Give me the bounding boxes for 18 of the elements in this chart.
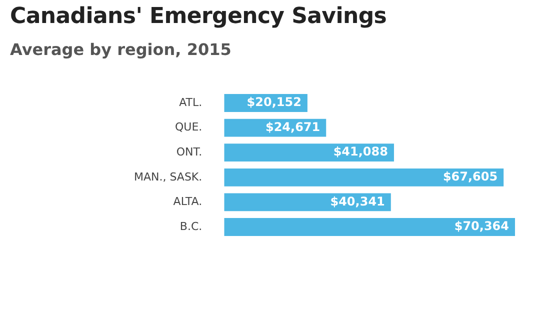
- y-tick-label: ATL.: [179, 96, 202, 109]
- y-tick-label: QUE.: [174, 120, 202, 134]
- data-label: $20,152: [246, 95, 302, 110]
- y-tick-label: MAN., SASK.: [134, 170, 202, 184]
- chart-subtitle: Average by region, 2015: [10, 40, 232, 59]
- y-tick-label: ALTA.: [173, 195, 202, 208]
- bar: [224, 218, 515, 236]
- bar: [224, 168, 504, 186]
- data-label: $70,364: [454, 219, 509, 234]
- data-label: $24,671: [265, 120, 320, 134]
- data-label: $40,341: [330, 194, 385, 208]
- bar: [224, 144, 394, 162]
- y-tick-label: B.C.: [180, 220, 202, 233]
- data-label: $41,088: [333, 144, 388, 159]
- bar: [224, 193, 391, 212]
- chart-title: Canadians' Emergency Savings: [10, 4, 387, 29]
- y-tick-label: ONT.: [176, 145, 202, 158]
- data-label: $67,605: [442, 170, 498, 184]
